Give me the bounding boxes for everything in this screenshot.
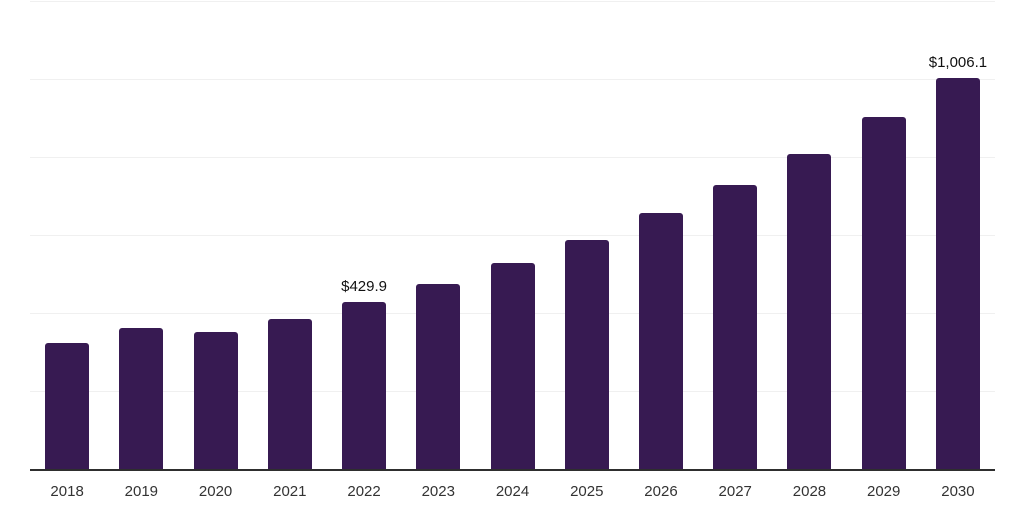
bar-2028 — [787, 153, 832, 470]
x-tick-2030: 2030 — [941, 483, 975, 500]
x-tick-2029: 2029 — [867, 483, 901, 500]
gridline-1000 — [30, 79, 995, 80]
bar-2029 — [861, 117, 906, 470]
gridline-600 — [30, 235, 995, 236]
bar-slot-2018 — [30, 2, 104, 470]
bars: $429.9 $1,006.1 — [30, 2, 995, 470]
x-axis-tick-labels: 2018 2019 2020 2021 2022 2023 2024 2025 2026 2027… — [30, 483, 995, 500]
bar-slot-2026 — [624, 2, 698, 470]
bar-slot-2028 — [772, 2, 846, 470]
bar-2018 — [45, 342, 90, 470]
x-tick-2027: 2027 — [718, 483, 752, 500]
bar-slot-2030: $1,006.1 — [921, 2, 995, 470]
x-tick-2024: 2024 — [495, 483, 530, 500]
bar-2025 — [564, 239, 609, 470]
plot-area: $429.9 $1,006.1 — [30, 1, 995, 471]
bar-2019 — [119, 327, 164, 470]
bar-2020 — [193, 331, 238, 470]
x-tick-2026: 2026 — [644, 483, 678, 500]
bar-2024 — [490, 263, 535, 470]
bar-slot-2020 — [178, 2, 252, 470]
bar-2023 — [416, 284, 461, 470]
bar-2026 — [638, 213, 683, 470]
bar-2027 — [713, 184, 758, 470]
bar-slot-2021 — [253, 2, 327, 470]
bar-2021 — [267, 318, 312, 470]
bar-2030 — [935, 77, 980, 470]
bar-slot-2024 — [475, 2, 549, 470]
x-tick-2028: 2028 — [792, 483, 827, 500]
bar-slot-2023 — [401, 2, 475, 470]
x-tick-2021: 2021 — [273, 483, 307, 500]
x-tick-2020: 2020 — [198, 483, 233, 500]
bar-slot-2022: $429.9 — [327, 2, 401, 470]
x-tick-2022: 2022 — [347, 483, 381, 500]
gridline-800 — [30, 157, 995, 158]
bar-slot-2025 — [550, 2, 624, 470]
x-tick-2023: 2023 — [421, 483, 455, 500]
bar-slot-2027 — [698, 2, 772, 470]
x-axis-line — [30, 469, 995, 471]
x-tick-2018: 2018 — [50, 483, 84, 500]
x-tick-2019: 2019 — [124, 483, 159, 500]
bar-2022 — [342, 302, 387, 470]
gridline-1200 — [30, 1, 995, 2]
bar-value-label-2022: $429.9 — [341, 278, 387, 296]
x-tick-2025: 2025 — [570, 483, 604, 500]
bar-value-label-2030: $1,006.1 — [928, 53, 988, 71]
bar-slot-2019 — [104, 2, 178, 470]
bar-slot-2029 — [847, 2, 921, 470]
